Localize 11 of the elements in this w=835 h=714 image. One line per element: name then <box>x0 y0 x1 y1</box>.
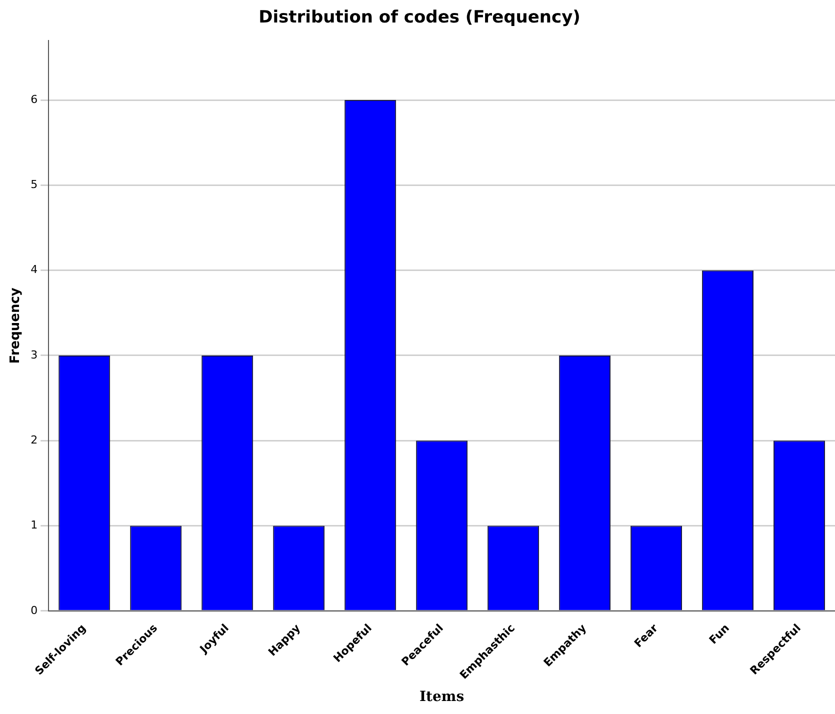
y-tick-label: 4 <box>30 263 38 276</box>
y-tick-label: 2 <box>30 433 38 446</box>
y-tick-label: 0 <box>30 604 38 617</box>
y-tick-label: 6 <box>30 92 38 106</box>
x-axis-title: Items <box>419 689 464 706</box>
y-tick-label: 5 <box>30 178 38 192</box>
y-tick-label: 3 <box>30 348 38 362</box>
x-tick-label: Fun <box>706 622 732 647</box>
y-tick-label: 1 <box>30 518 38 532</box>
chart-title: Distribution of codes (Frequency) <box>258 8 580 28</box>
y-axis-title: Frequency <box>8 287 24 364</box>
